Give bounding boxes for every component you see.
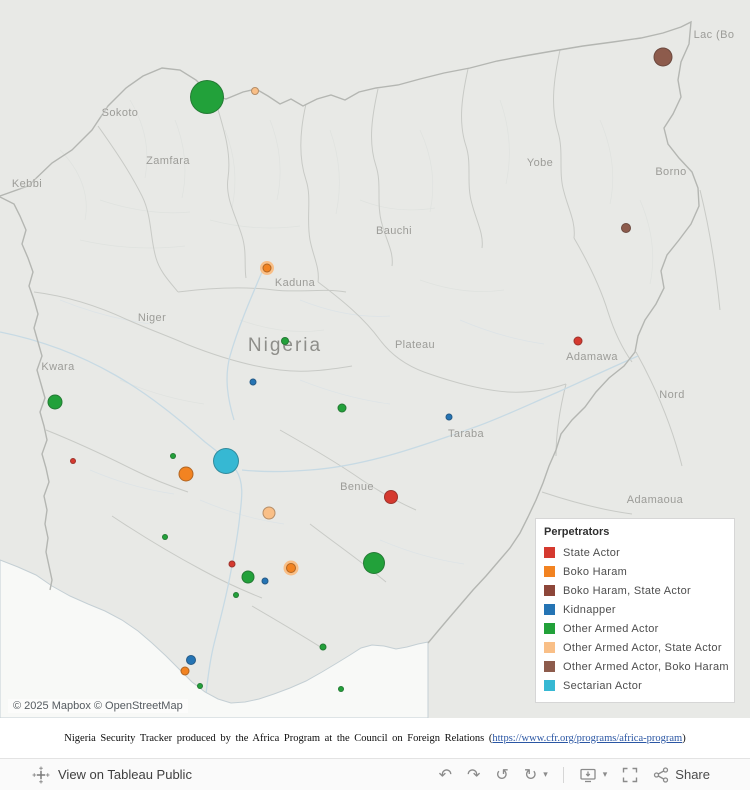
map-canvas[interactable]: Sokoto Zamfara Kebbi Yobe Borno Bauchi Kaduna N… xyxy=(0,0,750,718)
caption-text-prefix: Nigeria Security Tracker produced by the… xyxy=(64,732,493,744)
legend-item[interactable]: Other Armed Actor xyxy=(536,619,734,638)
legend-swatch xyxy=(544,623,555,634)
fullscreen-icon xyxy=(623,767,638,782)
refresh-button[interactable]: ↻ xyxy=(523,764,538,784)
legend-label: Boko Haram xyxy=(563,565,628,578)
legend-label: Sectarian Actor xyxy=(563,679,643,692)
legend-label: Other Armed Actor, Boko Haram xyxy=(563,660,729,673)
caption: Nigeria Security Tracker produced by the… xyxy=(0,718,750,758)
legend-item[interactable]: State Actor xyxy=(536,543,734,562)
tableau-toolbar: View on Tableau Public ↶ ↷ ↺ ↻ ▾ ▾ xyxy=(0,758,750,790)
view-on-tableau-label: View on Tableau Public xyxy=(58,767,192,782)
legend-label: State Actor xyxy=(563,546,621,559)
legend: Perpetrators State Actor Boko Haram Boko H… xyxy=(535,518,735,703)
legend-item[interactable]: Sectarian Actor xyxy=(536,676,734,695)
reset-button[interactable]: ↺ xyxy=(495,764,509,784)
legend-rows: State Actor Boko Haram Boko Haram, State A… xyxy=(536,543,734,695)
map-point-kidnapper[interactable] xyxy=(249,378,257,386)
map-point-other_armed[interactable] xyxy=(363,552,385,574)
legend-swatch xyxy=(544,661,555,672)
map-point-state_actor[interactable] xyxy=(70,458,76,464)
caption-link[interactable]: https://www.cfr.org/programs/africa-prog… xyxy=(492,732,683,744)
tableau-logo-icon xyxy=(32,766,50,783)
legend-label: Kidnapper xyxy=(563,603,616,616)
map-point-kidnapper[interactable] xyxy=(445,413,453,421)
map-point-kidnapper[interactable] xyxy=(261,577,269,585)
legend-swatch xyxy=(544,642,555,653)
legend-item[interactable]: Boko Haram, State Actor xyxy=(536,581,734,600)
map-point-boko_haram[interactable] xyxy=(286,563,296,573)
download-chevron-icon[interactable]: ▾ xyxy=(602,769,608,779)
map-point-state_actor[interactable] xyxy=(228,560,236,568)
redo-button[interactable]: ↷ xyxy=(467,764,481,784)
undo-button[interactable]: ↶ xyxy=(438,764,453,784)
map-attribution[interactable]: © 2025 Mapbox © OpenStreetMap xyxy=(8,699,188,713)
map-point-other_armed[interactable] xyxy=(337,403,347,413)
map-point-other_armed[interactable] xyxy=(197,683,203,689)
share-icon xyxy=(654,766,669,783)
more-options-chevron-icon[interactable]: ▾ xyxy=(543,769,548,779)
fullscreen-button[interactable] xyxy=(622,767,638,783)
map-point-other_armed[interactable] xyxy=(190,80,224,114)
legend-item[interactable]: Boko Haram xyxy=(536,562,734,581)
map-point-other_armed[interactable] xyxy=(319,643,327,651)
share-button[interactable]: Share xyxy=(653,766,710,783)
map-point-boko_haram[interactable] xyxy=(262,263,272,273)
legend-label: Other Armed Actor, State Actor xyxy=(563,641,722,654)
map-point-state_actor[interactable] xyxy=(384,490,398,504)
legend-label: Other Armed Actor xyxy=(563,622,659,635)
map-point-other_armed[interactable] xyxy=(162,534,168,540)
map-point-other_armed[interactable] xyxy=(233,592,239,598)
share-label: Share xyxy=(675,767,710,782)
map-point-other_armed[interactable] xyxy=(281,337,289,345)
legend-swatch xyxy=(544,604,555,615)
legend-swatch xyxy=(544,585,555,596)
legend-title: Perpetrators xyxy=(544,526,610,538)
download-button[interactable] xyxy=(579,766,597,784)
download-icon xyxy=(580,768,596,782)
map-point-sectarian[interactable] xyxy=(213,448,239,474)
map-point-other_armed[interactable] xyxy=(170,453,176,459)
map-point-boko_haram[interactable] xyxy=(178,466,194,482)
map-point-state_actor[interactable] xyxy=(573,336,583,346)
map-point-other_armed[interactable] xyxy=(241,570,255,584)
caption-text-suffix: ) xyxy=(682,732,686,744)
map-point-other_armed_state[interactable] xyxy=(262,506,276,520)
legend-item[interactable]: Other Armed Actor, Boko Haram xyxy=(536,657,734,676)
map-point-other_armed[interactable] xyxy=(338,686,344,692)
toolbar-divider xyxy=(562,766,564,783)
map-point-other_armed[interactable] xyxy=(47,394,63,410)
map-point-boko_haram[interactable] xyxy=(180,666,190,676)
legend-swatch xyxy=(544,566,555,577)
legend-label: Boko Haram, State Actor xyxy=(563,584,691,597)
legend-swatch xyxy=(544,547,555,558)
legend-swatch xyxy=(544,680,555,691)
view-on-tableau-public[interactable]: View on Tableau Public xyxy=(32,766,192,784)
map-point-other_armed_boko[interactable] xyxy=(653,47,673,67)
legend-item[interactable]: Kidnapper xyxy=(536,600,734,619)
map-point-kidnapper[interactable] xyxy=(186,655,196,665)
map-point-other_armed_boko[interactable] xyxy=(621,223,631,233)
map-point-other_armed_state[interactable] xyxy=(251,87,259,95)
legend-item[interactable]: Other Armed Actor, State Actor xyxy=(536,638,734,657)
